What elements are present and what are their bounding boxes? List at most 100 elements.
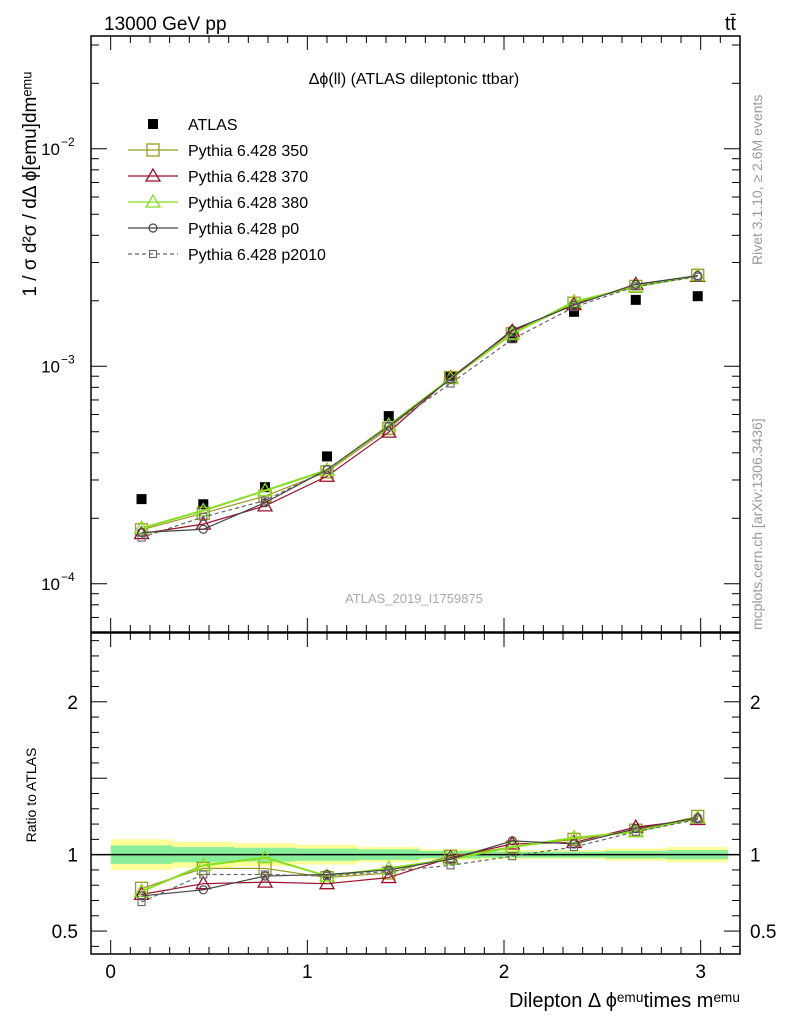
ratio-point bbox=[445, 854, 456, 864]
legend-label: Pythia 6.428 380 bbox=[188, 195, 308, 212]
ratio-point bbox=[133, 883, 150, 897]
legend-label: Pythia 6.428 350 bbox=[188, 143, 308, 160]
ratio-y-axis-label: Ratio to ATLAS bbox=[23, 748, 39, 843]
ratio-y-tick-label: 2 bbox=[67, 693, 78, 714]
ratio-point bbox=[195, 857, 212, 871]
main-point bbox=[198, 524, 208, 534]
legend-marker bbox=[148, 119, 158, 129]
main-point bbox=[136, 527, 147, 538]
main-point bbox=[507, 325, 517, 335]
ratio-y-tick-label: 0.5 bbox=[52, 922, 78, 943]
ratio-series-line bbox=[141, 816, 698, 893]
x-tick-label: 1 bbox=[302, 962, 313, 983]
main-y-tick-labels: 10−410−310−2 bbox=[41, 135, 75, 594]
ratio-series-group bbox=[133, 809, 706, 907]
ratio-ticks bbox=[91, 633, 740, 954]
main-point bbox=[446, 379, 455, 388]
main-point bbox=[693, 272, 702, 281]
legend-label: Pythia 6.428 p0 bbox=[188, 221, 299, 238]
main-series-0 bbox=[136, 291, 703, 510]
ratio-point bbox=[504, 838, 521, 853]
ratio-series-line bbox=[141, 818, 698, 903]
rivet-label: Rivet 3.1.10, ≥ 2.6M events bbox=[749, 95, 765, 265]
ratio-y-tick-label: 1 bbox=[67, 846, 78, 867]
x-tick-label: 3 bbox=[695, 962, 706, 983]
ratio-point bbox=[256, 873, 274, 888]
ratio-point bbox=[256, 849, 274, 864]
main-point bbox=[630, 294, 641, 305]
energy-label: 13000 GeV pp bbox=[104, 14, 227, 35]
main-point bbox=[256, 482, 274, 497]
x-axis-label: Dilepton Δ ϕᵉᵐᵘtimes mᵉᵐᵘ bbox=[509, 990, 740, 1012]
legend-marker bbox=[146, 143, 160, 157]
main-y-tick-label: 10 bbox=[41, 140, 60, 159]
ratio-panel: 0.5 0.5 1 1 2 2 0 1 2 3 Ratio to ATLAS Dilepton … bbox=[23, 632, 777, 1012]
main-y-tick-exponent: −2 bbox=[61, 135, 75, 149]
ratio-point bbox=[380, 869, 397, 884]
ratio-point bbox=[446, 861, 455, 870]
ratio-y-tick-label-right: 0.5 bbox=[750, 922, 776, 943]
ratio-y-tick-labels: 0.5 0.5 1 1 2 2 bbox=[52, 693, 777, 943]
main-point bbox=[195, 502, 212, 517]
legend: ATLAS Pythia 6.428 350 Pythia 6.428 370 Pyt… bbox=[128, 117, 326, 264]
main-point bbox=[569, 306, 580, 317]
main-series-line bbox=[141, 275, 698, 534]
main-y-tick-label: 10 bbox=[41, 357, 60, 376]
ratio-point bbox=[318, 875, 336, 890]
analysis-id: ATLAS_2019_I1759875 bbox=[345, 591, 483, 606]
main-ticks bbox=[91, 36, 740, 633]
legend-marker bbox=[144, 193, 162, 208]
main-y-axis-label: 1 / σ d²σ / dΔ ϕ[emu]dmᵉᵐᵘ bbox=[20, 71, 41, 296]
legend-label: Pythia 6.428 370 bbox=[188, 169, 308, 186]
main-point bbox=[260, 496, 270, 505]
legend-label: Pythia 6.428 p2010 bbox=[188, 247, 326, 264]
legend-marker bbox=[144, 167, 162, 182]
x-tick-labels: 0 1 2 3 bbox=[105, 962, 706, 983]
ratio-point bbox=[508, 852, 517, 861]
main-series-2 bbox=[133, 268, 706, 540]
ratio-frame bbox=[90, 632, 741, 955]
ratio-point bbox=[199, 870, 208, 879]
ratio-series-line bbox=[141, 817, 698, 897]
main-y-tick-exponent: −4 bbox=[61, 570, 75, 584]
main-series-5 bbox=[137, 272, 702, 542]
ratio-point bbox=[693, 815, 702, 824]
main-frame bbox=[90, 35, 741, 633]
main-point bbox=[136, 494, 147, 505]
main-y-tick-exponent: −3 bbox=[61, 352, 75, 366]
process-label: tt̄ bbox=[725, 13, 737, 35]
ratio-point bbox=[569, 842, 579, 852]
ratio-y-tick-label-right: 2 bbox=[750, 693, 761, 714]
main-point bbox=[445, 374, 456, 384]
ratio-point bbox=[631, 827, 640, 836]
main-point bbox=[631, 282, 640, 291]
main-series-line bbox=[141, 276, 698, 539]
x-tick-label: 2 bbox=[499, 962, 510, 983]
ratio-point bbox=[507, 836, 517, 846]
ratio-y-tick-label-right: 1 bbox=[750, 846, 761, 867]
chart-title: Δϕ(ll) (ATLAS dileptonic ttbar) bbox=[309, 71, 520, 88]
main-point bbox=[692, 291, 703, 302]
main-point bbox=[199, 512, 208, 521]
ratio-point bbox=[260, 870, 270, 879]
legend-label: ATLAS bbox=[188, 117, 238, 134]
ratio-point bbox=[195, 875, 212, 890]
main-point bbox=[133, 519, 150, 534]
ratio-point bbox=[322, 871, 332, 881]
ratio-point bbox=[137, 897, 146, 907]
main-point bbox=[384, 422, 393, 431]
x-tick-label: 0 bbox=[105, 962, 116, 983]
main-series-4 bbox=[136, 271, 703, 538]
legend-marker bbox=[148, 223, 158, 233]
main-point bbox=[134, 523, 149, 537]
main-point bbox=[260, 482, 271, 493]
main-point bbox=[507, 332, 518, 343]
legend-marker bbox=[148, 249, 158, 259]
main-point bbox=[322, 451, 332, 462]
main-point bbox=[322, 465, 332, 474]
ratio-point bbox=[565, 829, 583, 844]
ratio-series-4 bbox=[137, 815, 702, 907]
main-point bbox=[380, 423, 397, 438]
main-series-line bbox=[141, 274, 698, 530]
